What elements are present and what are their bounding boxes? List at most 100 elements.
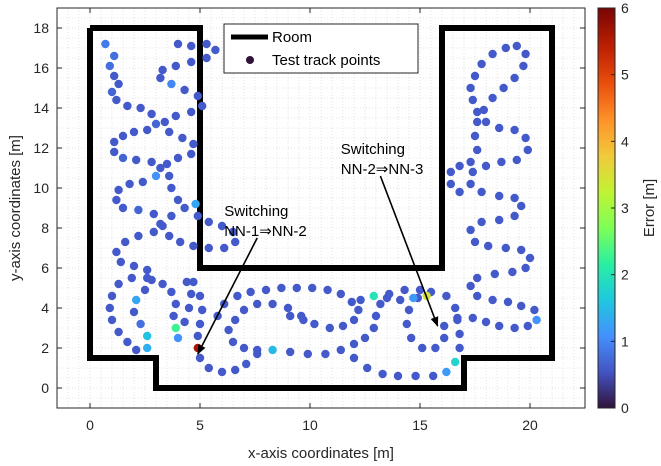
track-point <box>415 285 425 295</box>
track-point <box>407 333 416 343</box>
track-point <box>114 79 123 89</box>
track-point <box>132 155 141 165</box>
legend-box <box>223 23 419 74</box>
track-point <box>446 179 455 189</box>
track-point <box>479 105 488 115</box>
annotation-text: Switching <box>224 203 288 220</box>
annotation-arrow <box>197 237 258 355</box>
track-point <box>110 71 119 81</box>
track-point <box>402 319 411 329</box>
colorbar: 0 1 2 3 4 5 6 Error [m] <box>597 0 658 416</box>
track-point <box>178 133 187 143</box>
track-point <box>231 315 240 325</box>
legend-entry-points: Test track points <box>272 52 380 69</box>
track-point <box>253 299 262 309</box>
track-point <box>440 321 449 331</box>
track-point <box>292 283 301 293</box>
track-point <box>488 49 497 59</box>
track-point <box>112 195 121 205</box>
track-point <box>228 337 238 347</box>
track-point <box>173 195 183 205</box>
track-point <box>338 321 348 331</box>
track-point <box>110 137 119 147</box>
track-point <box>321 349 330 359</box>
track-point <box>231 365 240 375</box>
track-point <box>204 243 213 253</box>
track-point <box>149 209 158 219</box>
track-point <box>360 333 370 343</box>
track-point <box>162 159 172 169</box>
track-point <box>451 303 460 313</box>
track-point <box>118 153 128 163</box>
track-point <box>442 367 451 377</box>
track-point <box>268 345 277 355</box>
axis-ticks: 0 5 10 15 20 0 2 4 6 8 10 12 14 16 18 <box>33 8 585 433</box>
track-point <box>180 203 189 213</box>
track-point <box>110 51 119 61</box>
legend-entry-room: Room <box>272 29 312 46</box>
legend: Room Test track points <box>223 23 419 74</box>
track-point <box>198 305 207 315</box>
track-point <box>101 39 110 49</box>
track-point <box>182 277 191 287</box>
track-point <box>470 237 480 247</box>
track-point <box>118 131 128 141</box>
y-tick-label: 10 <box>33 180 49 196</box>
track-point <box>455 187 464 197</box>
track-point <box>336 289 345 299</box>
track-point <box>165 127 174 137</box>
track-point <box>283 303 293 313</box>
colorbar-label: Error [m] <box>641 179 658 237</box>
track-point <box>530 305 539 315</box>
track-point <box>167 211 176 221</box>
track-point <box>473 291 482 301</box>
track-point <box>466 157 475 167</box>
track-point <box>158 221 167 231</box>
track-point <box>127 273 136 283</box>
track-point <box>473 117 482 127</box>
track-point <box>429 371 438 381</box>
track-point <box>233 291 242 301</box>
track-point <box>371 311 381 321</box>
track-point <box>453 313 462 323</box>
track-point <box>165 171 174 181</box>
track-point <box>191 199 200 209</box>
track-point <box>347 297 356 307</box>
y-tick-label: 16 <box>33 60 49 76</box>
track-point <box>129 261 139 271</box>
track-point <box>411 371 420 381</box>
track-point <box>140 285 150 295</box>
track-point <box>519 61 528 71</box>
track-point <box>217 367 227 377</box>
track-point <box>231 237 240 247</box>
track-point <box>385 289 394 299</box>
track-point <box>323 285 332 295</box>
track-point <box>495 321 504 331</box>
track-point <box>349 339 359 349</box>
track-point <box>378 369 387 379</box>
track-point <box>499 83 508 93</box>
colorbar-tick-label: 1 <box>621 333 629 349</box>
track-point <box>468 313 477 323</box>
track-point <box>167 287 176 297</box>
y-tick-label: 12 <box>33 140 49 156</box>
track-point <box>481 161 491 171</box>
track-point <box>136 319 145 329</box>
track-point <box>404 305 414 315</box>
track-point <box>224 325 233 335</box>
track-point <box>356 295 365 305</box>
track-point <box>261 285 271 295</box>
track-point <box>143 331 152 341</box>
track-point <box>134 231 143 241</box>
track-point <box>303 349 312 359</box>
track-point <box>477 59 486 69</box>
x-tick-label: 5 <box>196 417 204 433</box>
track-point <box>473 145 482 155</box>
track-point <box>114 279 123 289</box>
track-point <box>189 277 198 287</box>
track-point <box>349 353 359 363</box>
track-point <box>195 353 205 363</box>
track-point <box>187 149 196 159</box>
track-point <box>512 155 521 165</box>
track-point <box>497 157 506 167</box>
